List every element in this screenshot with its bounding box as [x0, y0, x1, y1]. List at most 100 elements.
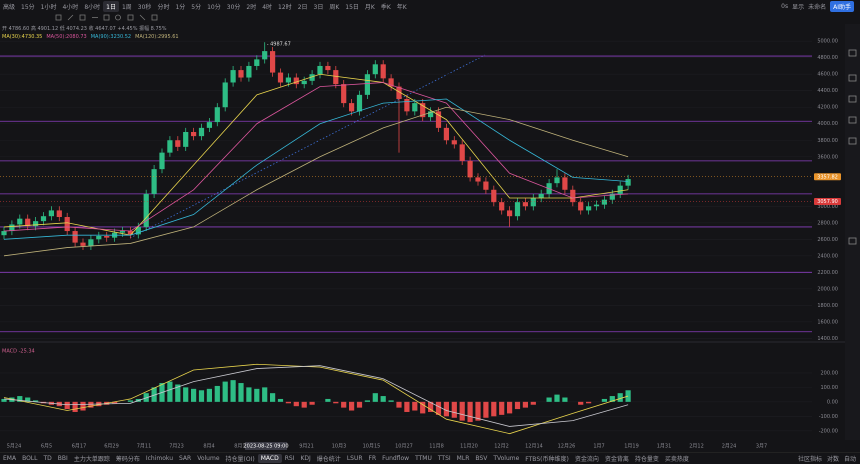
interval-button[interactable]: 1日 — [103, 0, 119, 12]
indicator-tab[interactable]: MACD — [257, 454, 282, 463]
macd-bar — [451, 401, 457, 418]
macd-bar — [554, 394, 560, 402]
macd-bar — [562, 397, 568, 402]
x-tick-label: 3月7 — [756, 444, 767, 450]
macd-bar — [277, 398, 284, 402]
indicator-tab[interactable]: BSV — [475, 455, 488, 462]
macd-bar — [206, 388, 212, 402]
candle-body — [17, 218, 23, 225]
interval-button[interactable]: 30秒 — [137, 3, 152, 11]
indicator-tab[interactable]: SAR — [179, 455, 192, 462]
interval-button[interactable]: 8小时 — [84, 3, 101, 11]
interval-button[interactable]: 15分 — [21, 3, 35, 11]
y-tick-label: -200.00 — [819, 428, 838, 434]
indicator-tab[interactable]: TVolume — [493, 455, 520, 462]
interval-button[interactable]: 15日 — [345, 3, 359, 11]
indicator-tab[interactable]: KDJ — [300, 455, 311, 462]
candle-body — [364, 74, 370, 95]
interval-button[interactable]: 30分 — [226, 3, 241, 11]
candle-body — [578, 202, 584, 211]
interval-button[interactable]: 1周 — [121, 3, 132, 11]
indicator-tab[interactable]: 买卖热度 — [664, 456, 689, 463]
macd-bar — [64, 401, 70, 410]
indicator-tab[interactable]: 主力大单跟踪 — [73, 456, 110, 463]
interval-button[interactable]: 高级 — [3, 3, 16, 11]
indicator-tab[interactable]: FR — [368, 455, 377, 462]
indicator-tab[interactable]: 持仓量变 — [634, 456, 659, 463]
candle-body — [388, 78, 394, 87]
tabs-right-item[interactable]: 社区指标 — [797, 456, 822, 463]
toolbar-item[interactable]: 显示 — [792, 3, 805, 11]
interval-button[interactable]: 季K — [380, 3, 391, 11]
candle-body — [349, 103, 355, 112]
indicator-tab[interactable]: 爆仓统计 — [316, 456, 341, 463]
tabs-right-item[interactable]: 自动 — [843, 456, 856, 463]
x-tick-label: 2月12 — [689, 444, 704, 450]
y-tick-label: 5000.00 — [817, 39, 838, 45]
toolbar-right: 0s 显示 未命名 AI助手 — [781, 0, 854, 12]
toolbar-item[interactable]: 未命名 — [808, 3, 827, 11]
candle-body — [404, 98, 410, 112]
x-tick-label: 11月8 — [429, 444, 444, 450]
indicator-tab[interactable]: TTSI — [437, 455, 451, 462]
interval-button[interactable]: 1小时 — [40, 3, 57, 11]
macd-bar — [33, 400, 39, 402]
interval-button[interactable]: 2时 — [246, 3, 257, 11]
indicator-tab[interactable]: LSUR — [346, 455, 363, 462]
toolbar-item[interactable]: AI助手 — [830, 0, 854, 12]
interval-button[interactable]: 分时 — [157, 3, 170, 11]
toolbar-item[interactable]: 0s — [781, 2, 789, 10]
indicator-tab[interactable]: 资金流向 — [574, 456, 599, 463]
candle-body — [380, 64, 386, 79]
interval-button[interactable]: 3日 — [313, 3, 324, 11]
interval-button[interactable]: 1分 — [175, 3, 186, 11]
indicator-tab[interactable]: TD — [43, 455, 52, 462]
interval-button[interactable]: 周K — [329, 3, 340, 11]
macd-bar — [112, 401, 118, 404]
macd-bar — [617, 393, 623, 402]
indicator-tab[interactable]: MLR — [456, 455, 470, 462]
indicator-tab[interactable]: FTBS(币种维度) — [525, 456, 569, 463]
indicator-tab[interactable]: Ichimoku — [145, 455, 173, 462]
y-tick-label: 1400.00 — [817, 336, 838, 342]
interval-button[interactable]: 2日 — [297, 3, 308, 11]
indicator-tab[interactable]: 资金背离 — [604, 456, 629, 463]
indicator-tab[interactable]: BOLL — [22, 455, 38, 462]
indicator-tab[interactable]: Volume — [197, 455, 220, 462]
candle-body — [309, 74, 315, 81]
indicator-tab[interactable]: EMA — [3, 455, 17, 462]
interval-button[interactable]: 12时 — [278, 3, 292, 11]
interval-button[interactable]: 5分 — [191, 3, 202, 11]
x-tick-label: 7月11 — [137, 444, 152, 450]
indicator-tab[interactable]: RSI — [284, 455, 295, 462]
macd-bar — [222, 381, 228, 402]
indicator-tab[interactable]: TTMU — [415, 455, 432, 462]
ohlc-legend: 开 4786.60 高 4901.12 低 4074.23 收 4647.07 … — [2, 26, 167, 32]
macd-bar — [80, 401, 86, 411]
candle-body — [127, 231, 133, 235]
x-tick-label: 9月21 — [299, 444, 314, 450]
interval-button[interactable]: 年K — [396, 3, 407, 11]
indicator-tab[interactable]: Fundflow — [382, 455, 410, 462]
interval-toolbar: 高级 15分 1小时 4小时 8小时 1日 1周 30秒 分时 1分 5分 10分 30分 2时 4时 12时… — [0, 0, 860, 12]
indicator-tab[interactable]: 持仓量(OI) — [225, 456, 255, 463]
tabs-right-item[interactable]: 对数 — [826, 456, 839, 463]
macd-bar — [88, 401, 94, 408]
interval-button[interactable]: 4时 — [262, 3, 273, 11]
y-tick-label: 0.00 — [827, 399, 838, 405]
indicator-tab[interactable]: 筹码分布 — [115, 456, 140, 463]
candle-body — [301, 80, 307, 85]
candle-body — [554, 177, 560, 184]
candle-body — [285, 77, 291, 83]
interval-button[interactable]: 10分 — [207, 3, 221, 11]
indicator-tabs: EMA BOLL TD BBI 主力大单跟踪 筹码分布 Ichimoku SAR Volume 持… — [0, 452, 860, 464]
macd-bar — [309, 401, 315, 405]
interval-button[interactable]: 月K — [364, 3, 375, 11]
x-tick-label: 6月5 — [41, 444, 52, 450]
sidebar-icons[interactable] — [848, 49, 857, 245]
ma-legend-item: MA(50):2080.73 — [46, 34, 87, 40]
indicator-tab[interactable]: BBI — [57, 455, 68, 462]
interval-button[interactable]: 4小时 — [62, 3, 79, 11]
macd-bar — [333, 401, 339, 404]
candle-body — [56, 210, 62, 218]
